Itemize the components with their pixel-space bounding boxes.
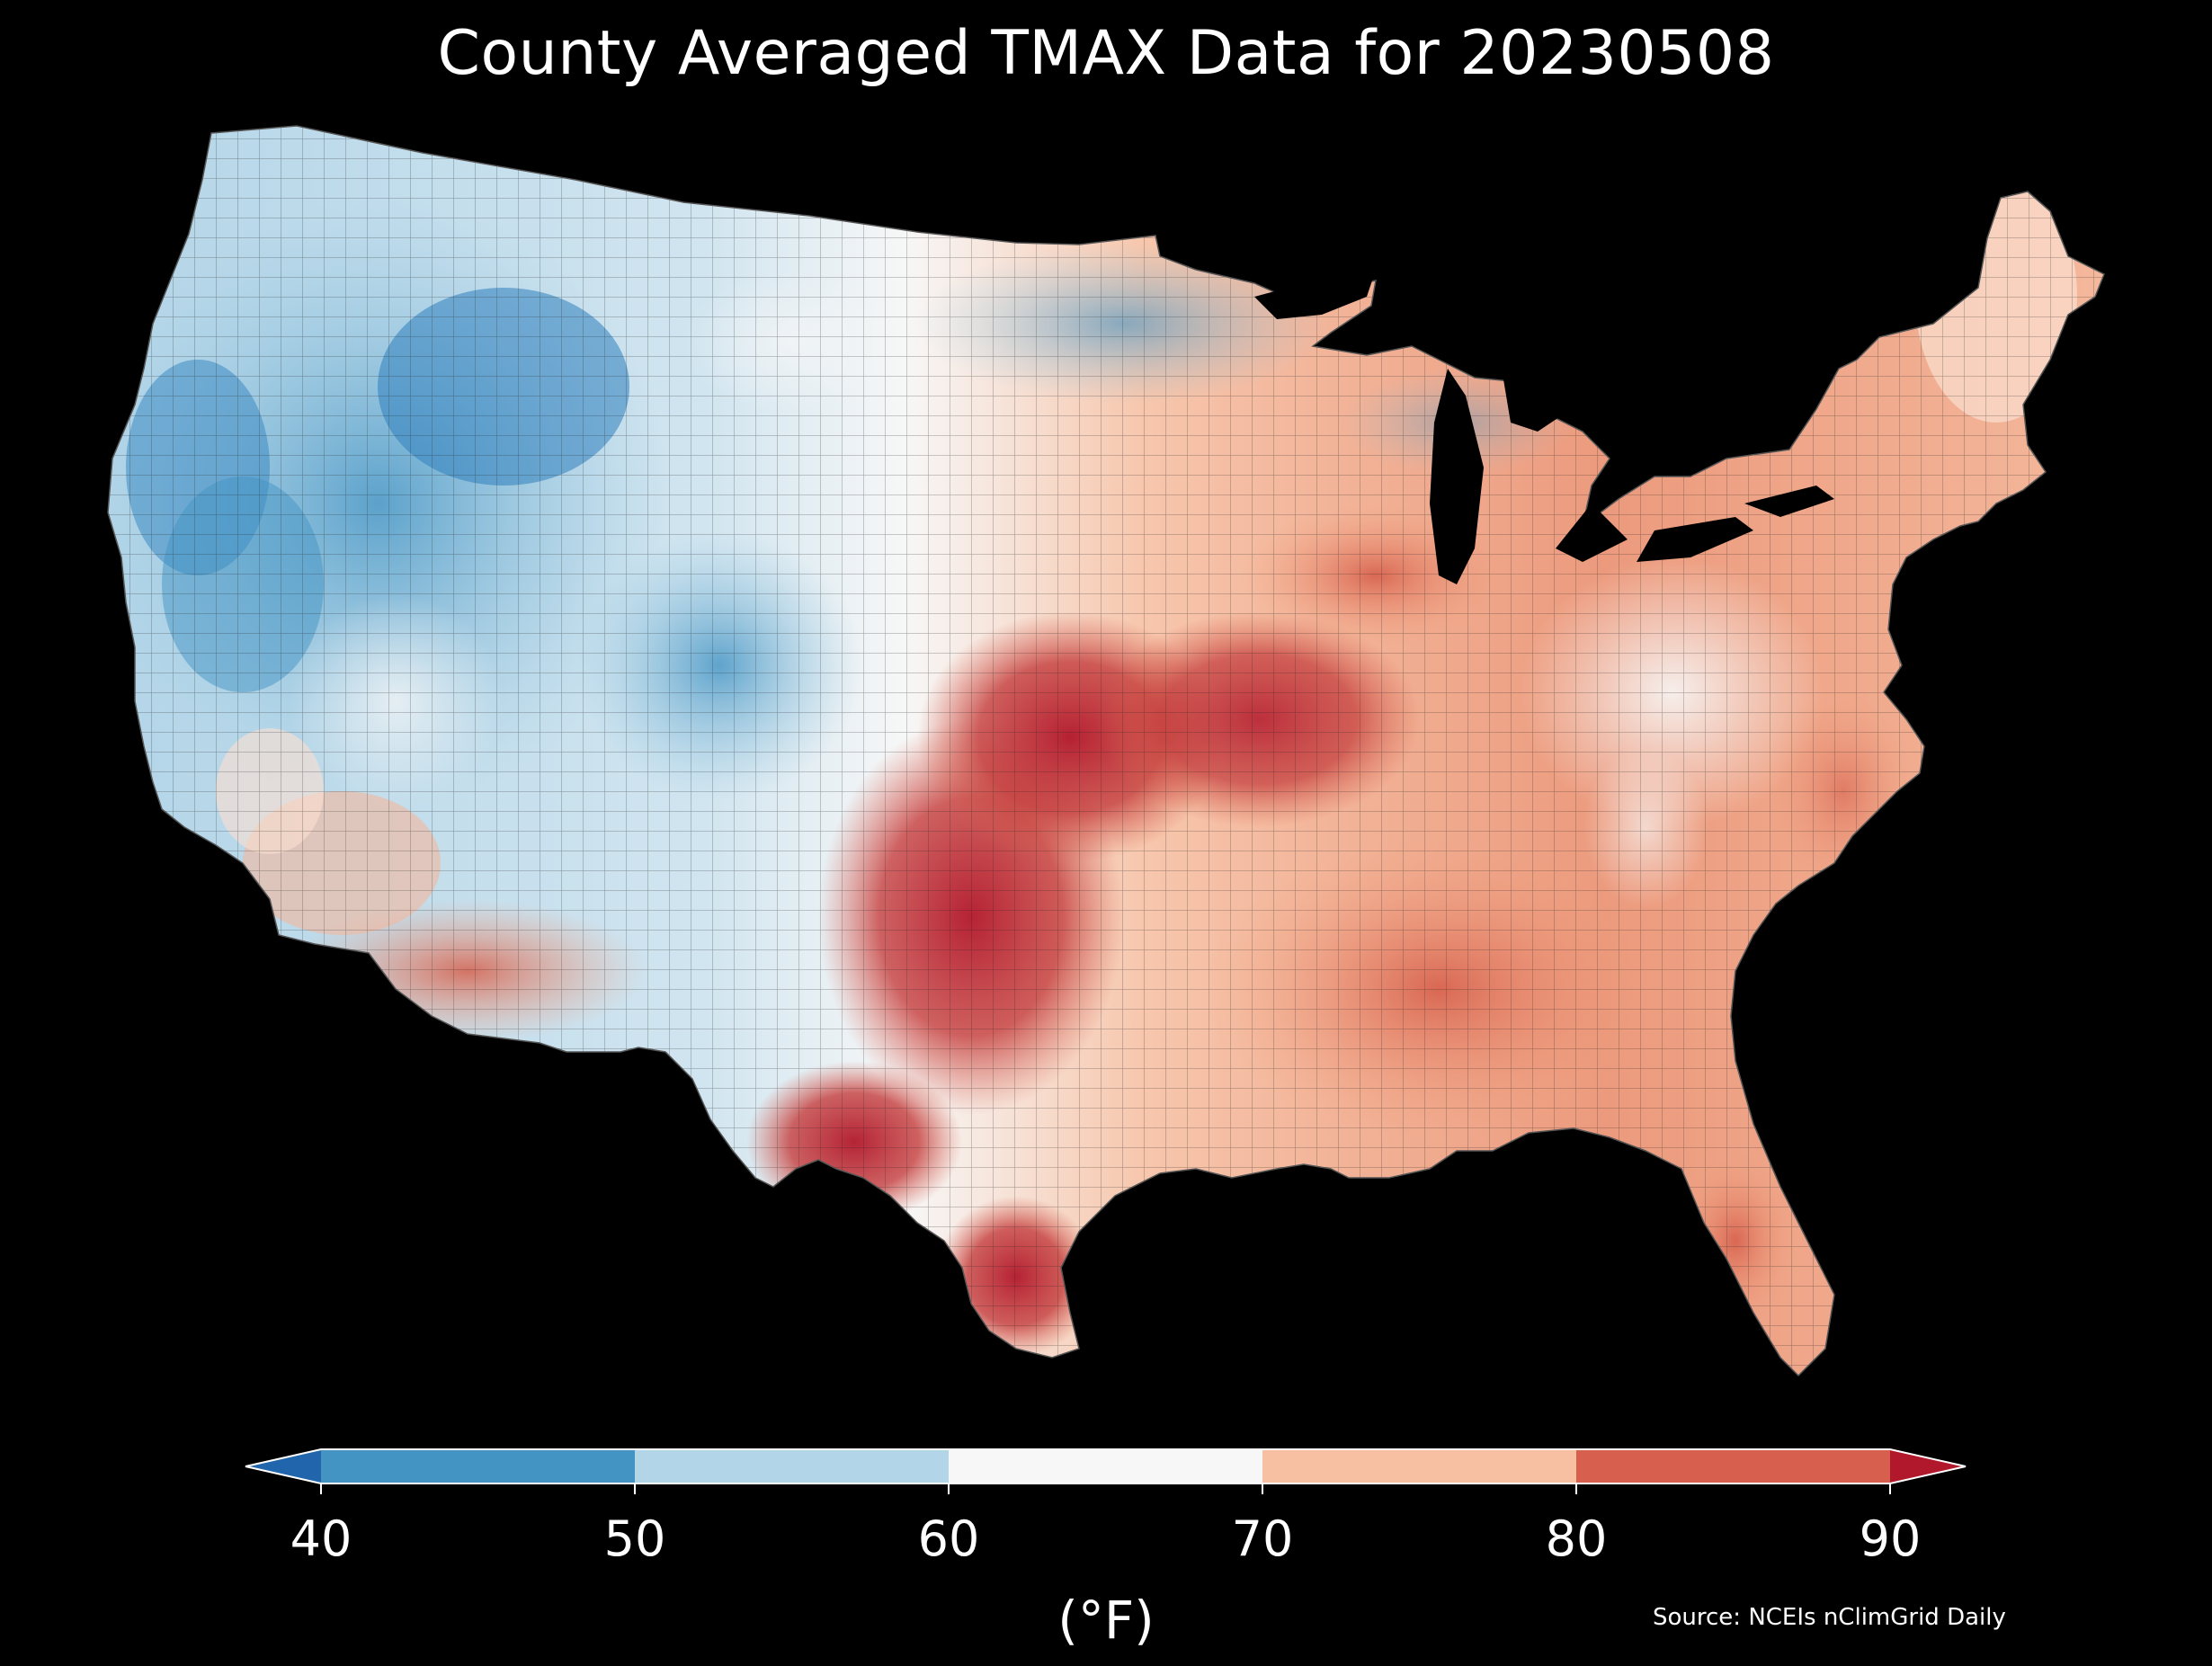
colorbar-bin (1262, 1449, 1577, 1483)
colorbar-bin (321, 1449, 636, 1483)
colorbar-tick-label: 80 (1545, 1510, 1608, 1567)
colorbar-tick-label: 60 (917, 1510, 980, 1567)
colorbar-tick-label: 90 (1859, 1510, 1922, 1567)
map-title: County Averaged TMAX Data for 20230508 (437, 18, 1775, 89)
colorbar (245, 1448, 1967, 1494)
colorbar-bin (1576, 1449, 1891, 1483)
great-lakes (1254, 270, 1834, 584)
colorbar-extend-high (1890, 1449, 1966, 1483)
colorbar-tick-label: 50 (603, 1510, 666, 1567)
colorbar-tick-label: 70 (1231, 1510, 1294, 1567)
source-attribution: Source: NCEIs nClimGrid Daily (1653, 1604, 2006, 1631)
county-fill-layer (108, 126, 2104, 1376)
colorbar-tick-label: 40 (290, 1510, 352, 1567)
colorbar-bin (949, 1449, 1263, 1483)
colorbar-bin (635, 1449, 950, 1483)
colorbar-extend-low (245, 1449, 321, 1483)
colorbar-unit-label: (°F) (1057, 1590, 1155, 1651)
